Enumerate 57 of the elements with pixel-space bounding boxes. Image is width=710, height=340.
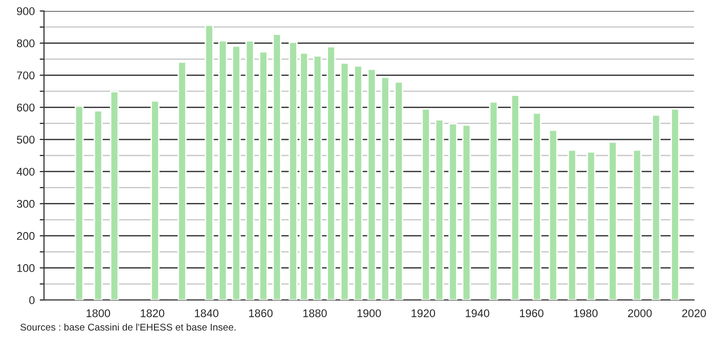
y-tick-label: 600: [17, 104, 35, 112]
bar: [94, 110, 103, 300]
bar: [150, 100, 160, 300]
y-tick-label: 800: [16, 39, 35, 48]
bar: [326, 46, 336, 300]
bar: [74, 105, 84, 300]
bar: [462, 124, 471, 300]
bar: [394, 81, 404, 300]
bar: [510, 94, 520, 300]
x-tick-label: 2020: [682, 309, 706, 318]
bar: [354, 65, 363, 300]
bar: [434, 119, 444, 300]
bar: [670, 108, 680, 300]
bar: [204, 24, 214, 300]
bar: [568, 149, 577, 300]
bar: [300, 52, 308, 300]
x-tick-label: 2000: [628, 309, 652, 318]
x-tick-label: 1860: [249, 309, 273, 318]
x-tick-label: 1980: [574, 309, 598, 318]
bar: [532, 112, 542, 300]
bar: [178, 61, 187, 300]
x-tick-label: 1960: [520, 309, 544, 318]
bar: [586, 151, 596, 300]
y-tick-label: 200: [16, 232, 35, 240]
bar: [272, 33, 282, 300]
source-note: Sources : base Cassini de l'EHESS et base Insee.: [20, 323, 236, 331]
x-tick-label: 1820: [140, 309, 164, 318]
x-tick-label: 1800: [86, 309, 110, 318]
y-tick-label: 500: [16, 136, 35, 144]
bar: [313, 55, 322, 300]
y-tick-label: 400: [16, 168, 35, 176]
y-tick-label: 300: [16, 200, 35, 208]
y-tick-label: 700: [17, 71, 35, 80]
bar: [548, 129, 558, 300]
y-tick-label: 0: [29, 296, 35, 304]
x-tick-label: 1940: [466, 309, 490, 318]
bar: [421, 108, 430, 300]
x-tick-label: 1920: [412, 309, 436, 318]
bar: [652, 114, 661, 300]
bar: [258, 51, 268, 300]
bar: [489, 101, 498, 300]
y-tick-label: 900: [16, 7, 35, 16]
bar: [367, 68, 376, 300]
x-tick-label: 1880: [303, 309, 327, 318]
bar: [110, 90, 119, 300]
bar: [608, 141, 618, 300]
y-tick-label: 100: [17, 264, 35, 272]
bar: [448, 123, 458, 300]
x-tick-label: 1840: [194, 309, 218, 318]
bar: [218, 40, 228, 300]
bar: [245, 40, 254, 300]
bar: [340, 62, 350, 300]
bar: [632, 149, 642, 300]
bar: [232, 45, 241, 300]
bar: [380, 76, 390, 300]
bar: [288, 41, 298, 300]
x-tick-label: 1900: [357, 309, 381, 318]
